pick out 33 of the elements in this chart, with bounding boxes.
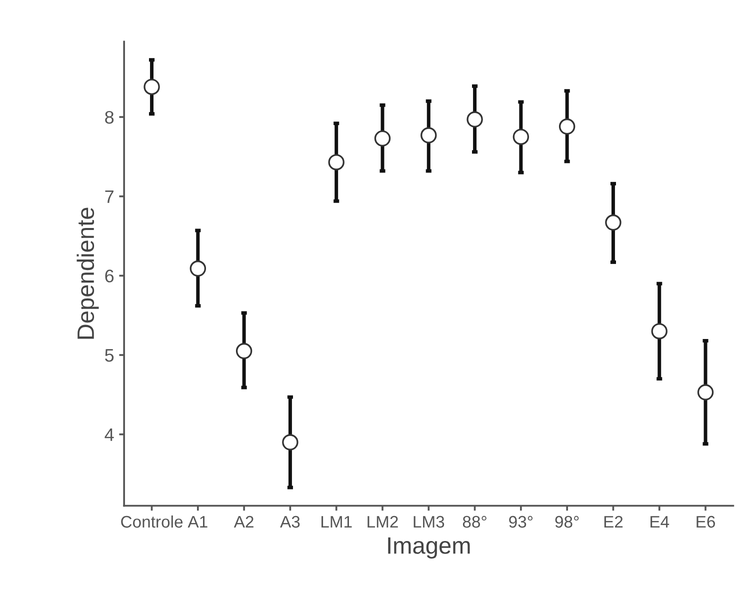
y-tick-label: 8 [105, 110, 114, 124]
y-axis-title: Dependiente [76, 208, 99, 339]
x-tick-label: Controle [121, 515, 183, 528]
x-tick-label: A2 [234, 516, 254, 528]
point [466, 111, 483, 128]
point [558, 118, 576, 135]
x-tick-label: 93° [509, 516, 533, 528]
x-axis-title: Imagem [388, 537, 470, 559]
x-tick-label: 98° [555, 516, 579, 528]
x-tick-label: E6 [696, 516, 715, 528]
point [605, 214, 622, 231]
x-tick-label: E4 [650, 516, 670, 528]
point [328, 154, 344, 170]
x-tick-label: 88° [462, 516, 486, 528]
point [697, 384, 714, 400]
x-tick-label: A3 [280, 516, 300, 528]
x-tick-label: LM2 [368, 516, 398, 528]
x-tick-label: E2 [604, 516, 623, 528]
x-tick-label: LM3 [414, 516, 444, 528]
x-tick-label: LM1 [322, 516, 352, 528]
x-tick-label: A1 [188, 516, 208, 528]
y-tick-label: 5 [105, 349, 114, 362]
point [374, 130, 391, 147]
point [190, 260, 206, 277]
point [144, 78, 160, 95]
point [236, 342, 252, 360]
point [512, 128, 530, 145]
y-tick-label: 7 [105, 190, 114, 203]
point [651, 323, 668, 340]
point [420, 127, 437, 144]
y-tick-label: 6 [105, 270, 114, 282]
point [282, 434, 298, 450]
y-tick-label: 4 [104, 428, 114, 441]
